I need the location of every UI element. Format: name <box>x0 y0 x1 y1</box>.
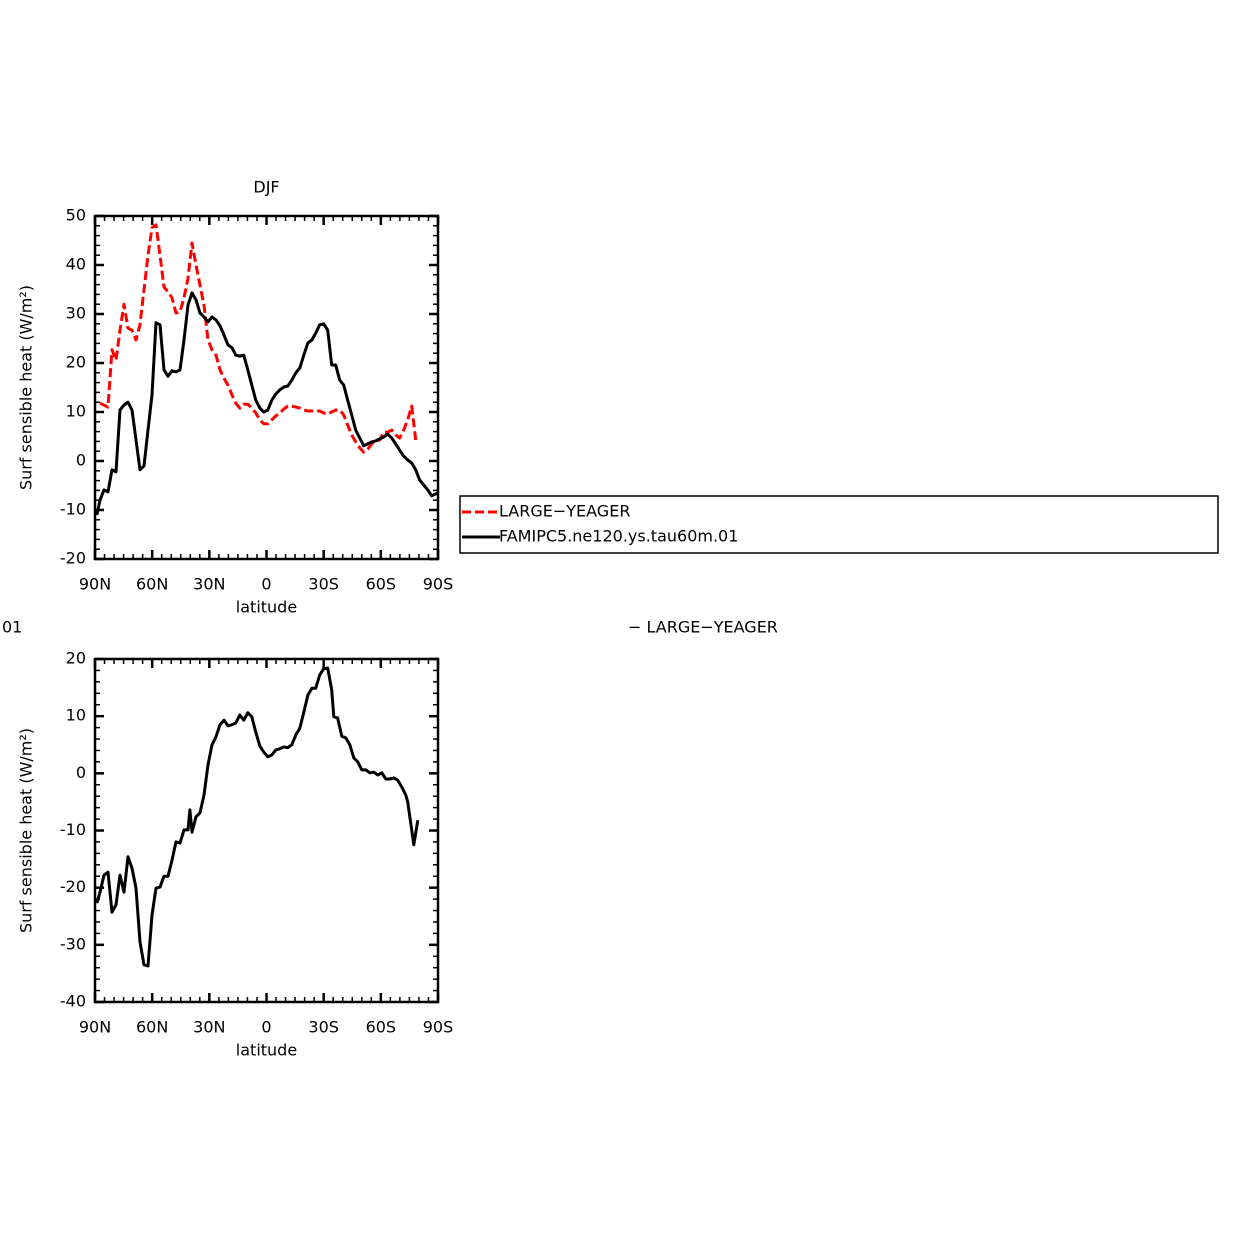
x-tick-label: 30S <box>308 1018 339 1037</box>
y-tick-label: -20 <box>60 549 86 568</box>
x-tick-label: 60N <box>136 1018 168 1037</box>
data-line <box>95 666 420 968</box>
y-tick-label: 10 <box>66 402 86 421</box>
y-tick-label: -10 <box>60 500 86 519</box>
data-line <box>95 291 439 516</box>
x-tick-label: 90S <box>423 575 454 594</box>
y-tick-label: 20 <box>66 353 86 372</box>
legend-box <box>459 495 1219 554</box>
y-tick-label: 30 <box>66 304 86 323</box>
y-tick-label: -30 <box>60 934 86 953</box>
y-tick-label: 0 <box>76 763 86 782</box>
y-tick-label: -20 <box>60 877 86 896</box>
x-tick-label: 60N <box>136 575 168 594</box>
x-tick-label: 60S <box>366 1018 397 1037</box>
x-tick-label: 30N <box>193 1018 225 1037</box>
y-tick-label: 10 <box>66 706 86 725</box>
y-tick-label: -10 <box>60 820 86 839</box>
x-tick-label: 30S <box>308 575 339 594</box>
x-tick-label: 30N <box>193 575 225 594</box>
right-title: − LARGE−YEAGER <box>628 618 778 637</box>
y-tick-label: 50 <box>66 206 86 225</box>
y-tick-label: 40 <box>66 255 86 274</box>
y-tick-label: -40 <box>60 992 86 1011</box>
y-tick-label: 20 <box>66 649 86 668</box>
chart-title: DJF <box>253 178 279 197</box>
x-tick-label: 90S <box>423 1018 454 1037</box>
data-line <box>99 223 418 454</box>
x-tick-label: 0 <box>261 1018 271 1037</box>
legend-label: LARGE−YEAGER <box>499 502 630 521</box>
x-tick-label: 60S <box>366 575 397 594</box>
x-tick-label: 0 <box>261 575 271 594</box>
chart-title: 01 <box>2 618 22 637</box>
y-axis-label: Surf sensible heat (W/m²) <box>17 285 36 490</box>
x-tick-label: 90N <box>79 575 111 594</box>
x-axis-label: latitude <box>236 598 297 617</box>
y-tick-label: 0 <box>76 451 86 470</box>
x-axis-label: latitude <box>236 1041 297 1060</box>
x-tick-label: 90N <box>79 1018 111 1037</box>
legend-label: FAMIPC5.ne120.ys.tau60m.01 <box>499 527 738 546</box>
y-axis-label: Surf sensible heat (W/m²) <box>17 728 36 933</box>
